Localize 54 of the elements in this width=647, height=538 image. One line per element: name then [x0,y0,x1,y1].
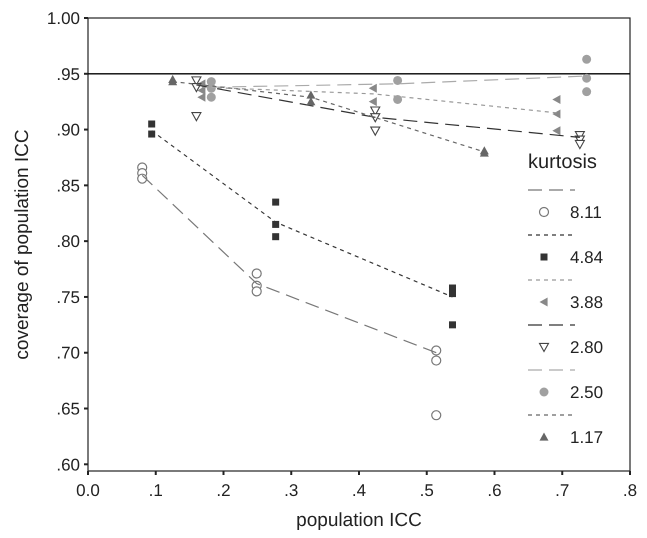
point [552,109,560,118]
point [574,140,585,150]
legend-label: 2.50 [570,383,604,402]
point [272,233,280,240]
legend-label: 3.88 [570,293,604,312]
x-tick-label: .3 [284,481,298,500]
point [137,174,148,184]
y-tick-label: .75 [56,288,80,307]
x-tick-label: .5 [420,481,434,500]
point [431,410,442,420]
point [448,321,456,328]
y-tick-label: .80 [56,232,80,252]
y-tick-label: .60 [56,455,80,474]
x-tick-label: .8 [622,481,638,500]
point [148,130,156,138]
x-axis-title: population ICC [296,510,422,531]
point [148,120,156,128]
point [368,97,377,106]
x-tick-label: 0.0 [76,481,100,500]
x-tick-label: .7 [555,481,570,500]
y-axis-title: coverage of population ICC [12,129,33,360]
legend-title: kurtosis [528,151,597,173]
point [582,54,592,64]
point [206,92,216,102]
point [582,87,592,96]
legend-label: 1.17 [570,428,604,447]
point [272,198,280,206]
x-tick-label: .4 [352,481,366,500]
y-tick-label: .85 [56,176,80,196]
y-tick-label: .65 [56,400,80,419]
point [552,126,560,136]
point [197,92,206,102]
point [370,126,380,136]
point [582,74,592,83]
point [552,94,560,104]
y-tick-label: .90 [56,120,80,140]
point [191,112,202,122]
legend-label: 4.84 [570,248,604,267]
x-tick-label: .2 [216,481,231,500]
point [431,355,442,366]
point [393,76,402,85]
legend-label: 2.80 [570,338,604,357]
legend-label: 8.11 [570,203,602,222]
x-tick-label: .1 [148,481,163,500]
point [431,345,442,356]
point [368,84,377,93]
y-tick-label: .95 [56,64,80,84]
point [252,268,262,279]
point [272,220,280,228]
x-tick-label: .6 [487,481,502,500]
point [393,94,402,104]
point [252,286,262,296]
y-tick-label: .70 [56,344,80,363]
y-tick-label: 1.00 [46,9,80,28]
